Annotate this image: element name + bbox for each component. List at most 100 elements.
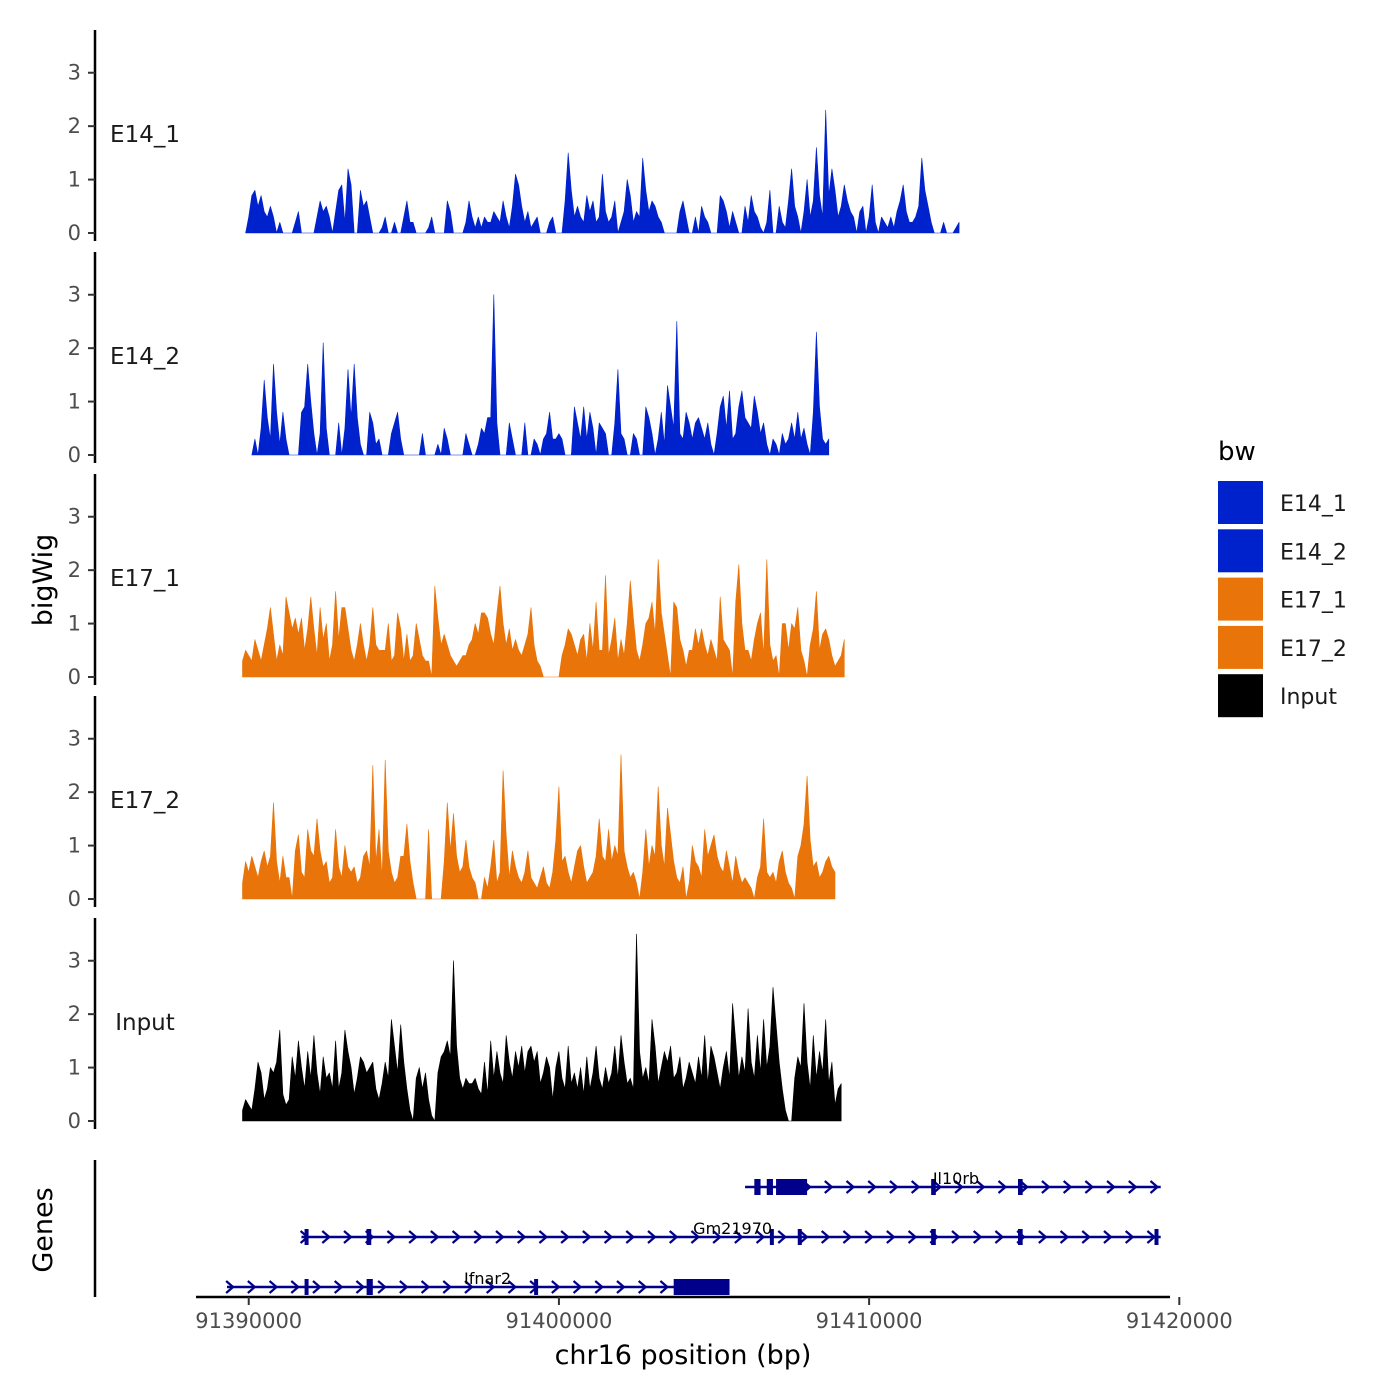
strand-arrow [690, 1230, 701, 1244]
y-tick-label: 2 [68, 114, 81, 138]
exon [366, 1229, 372, 1245]
strand-arrow [824, 1180, 834, 1194]
y-tick-label: 2 [68, 336, 81, 360]
gene-Il10rb: Il10rb [745, 1169, 1161, 1195]
y-tick-label: 3 [68, 949, 81, 973]
y-tick-label: 2 [68, 780, 81, 804]
y-tick-label: 1 [68, 834, 81, 858]
panel-Input: 0 1 2 3 Input [68, 918, 842, 1133]
x-tick-label: 91400000 [505, 1309, 612, 1333]
legend-key-E17_1 [1218, 577, 1263, 621]
strand-arrow [864, 1230, 874, 1244]
y-tick-label: 2 [68, 1002, 81, 1026]
strand-arrow [954, 1180, 964, 1194]
x-tick-label: 91410000 [816, 1309, 923, 1333]
signal-area-E17_1 [242, 559, 845, 678]
track-panels: 0 1 2 3 E14_1 0 1 2 3 E14_2 0 1 2 3 E17_1 0 1 2 3 E17_2 0 1 2 3… [68, 30, 960, 1133]
strand-arrow [637, 1280, 648, 1294]
legend: bw E14_1 E14_2 E17_1 E17_2 Input [1218, 437, 1347, 718]
y-tick-label: 0 [68, 887, 81, 911]
exon [931, 1229, 936, 1245]
strand-arrow [225, 1280, 235, 1294]
panel-label: Input [115, 1010, 175, 1036]
x-axis-title: chr16 position (bp) [555, 1340, 812, 1371]
strand-arrow [399, 1280, 409, 1294]
x-tick-label: 91390000 [195, 1309, 302, 1333]
panel-label: E17_1 [110, 566, 180, 592]
exon [304, 1279, 309, 1295]
strand-arrow [1062, 1180, 1073, 1194]
strand-arrow [594, 1280, 604, 1294]
y-tick-label: 3 [68, 283, 81, 307]
strand-arrow [451, 1230, 462, 1244]
strand-arrow [321, 1230, 331, 1244]
legend-label: E17_1 [1280, 589, 1347, 614]
strand-arrow [290, 1280, 300, 1294]
exon [931, 1179, 936, 1195]
strand-arrow [867, 1180, 877, 1194]
panel-E17_1: 0 1 2 3 E17_1 [68, 474, 845, 689]
y-axis-title: bigWig [28, 534, 59, 627]
panel-E17_2: 0 1 2 3 E17_2 [68, 696, 836, 911]
strand-arrow [582, 1230, 592, 1244]
strand-arrow [1128, 1180, 1138, 1194]
genes-axis-title: Genes [28, 1187, 59, 1272]
signal-area-E14_2 [251, 294, 830, 456]
exon [766, 1179, 773, 1195]
y-tick-label: 0 [68, 665, 81, 689]
strand-arrow [842, 1230, 853, 1244]
strand-arrow [495, 1230, 505, 1244]
strand-arrow [1041, 1180, 1051, 1194]
legend-key-E14_1 [1218, 481, 1263, 524]
strand-arrow [616, 1280, 626, 1294]
signal-area-E14_1 [245, 109, 960, 234]
strand-arrow [333, 1280, 344, 1294]
exon [1154, 1229, 1159, 1245]
strand-arrow [1106, 1180, 1116, 1194]
strand-arrow [1081, 1230, 1091, 1244]
strand-arrow [659, 1280, 670, 1294]
legend-label: E17_2 [1280, 637, 1347, 662]
y-tick-label: 0 [68, 443, 81, 467]
strand-arrow [247, 1280, 257, 1294]
strand-arrow [312, 1280, 322, 1294]
strand-arrow [1084, 1180, 1095, 1194]
strand-arrow [420, 1280, 431, 1294]
panel-label: E14_1 [110, 122, 180, 148]
exon [366, 1279, 373, 1295]
strand-arrow [560, 1230, 570, 1244]
y-tick-label: 3 [68, 727, 81, 751]
strand-arrow [572, 1280, 583, 1294]
y-tick-label: 1 [68, 612, 81, 636]
legend-key-E17_2 [1218, 625, 1263, 669]
strand-arrow [625, 1230, 635, 1244]
strand-arrow [910, 1180, 921, 1194]
gene-label: Gm21970 [693, 1219, 772, 1238]
strand-arrow [777, 1230, 787, 1244]
strand-arrow [386, 1230, 397, 1244]
strand-arrow [668, 1230, 679, 1244]
y-tick-label: 0 [68, 221, 81, 245]
signal-area-Input [242, 933, 842, 1122]
x-axis: 91390000 91400000 91410000 91420000 [195, 1295, 1233, 1333]
strand-arrow [976, 1180, 986, 1194]
strand-arrow [485, 1280, 496, 1294]
gene-track: Il10rb Gm21970 Ifnar2 [93, 1160, 1161, 1297]
gene-label: Ifnar2 [464, 1269, 511, 1288]
legend-key-E14_2 [1218, 529, 1263, 573]
legend-title: bw [1218, 437, 1256, 467]
strand-arrow [889, 1180, 899, 1194]
exon [304, 1229, 309, 1245]
legend-label: Input [1280, 685, 1337, 710]
strand-arrow [799, 1230, 809, 1244]
legend-label: E14_1 [1280, 492, 1347, 517]
strand-arrow [355, 1280, 366, 1294]
x-tick-label: 91420000 [1126, 1309, 1233, 1333]
gene-label: Il10rb [933, 1169, 979, 1188]
strand-arrow [538, 1230, 549, 1244]
exon [1018, 1179, 1023, 1195]
strand-arrow [507, 1280, 518, 1294]
strand-arrow [516, 1230, 527, 1244]
strand-arrow [755, 1230, 766, 1244]
